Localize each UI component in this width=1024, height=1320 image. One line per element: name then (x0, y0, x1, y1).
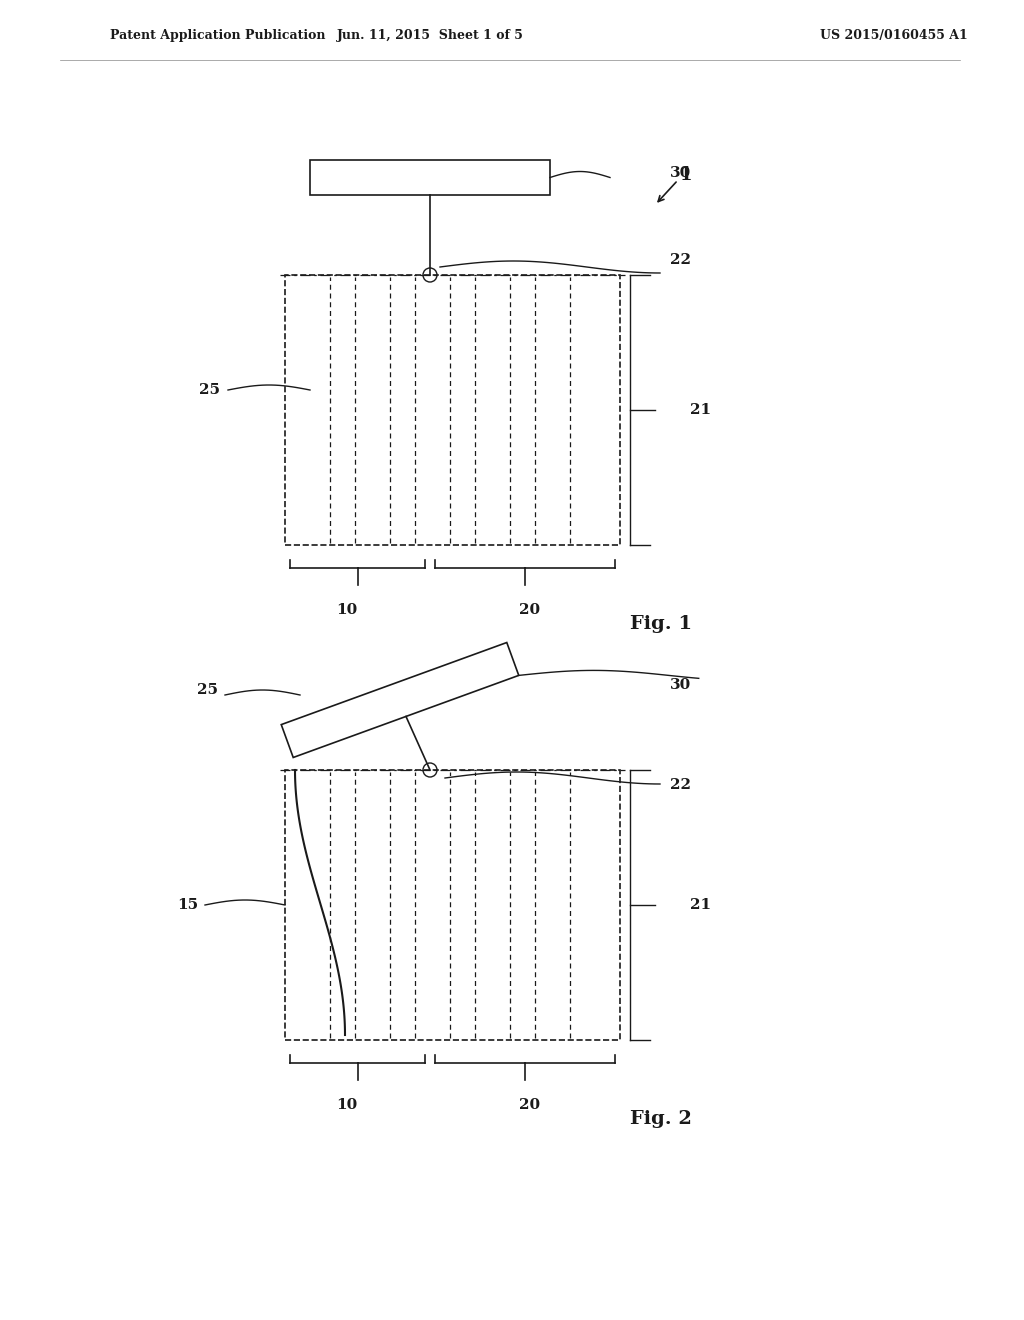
Bar (285, 770, 620, 1040)
Text: 10: 10 (336, 1098, 357, 1111)
Text: 30: 30 (670, 166, 691, 180)
Text: 1: 1 (680, 166, 692, 183)
Text: 15: 15 (177, 898, 198, 912)
Bar (310, 160, 550, 195)
Text: 22: 22 (670, 253, 691, 267)
Text: Jun. 11, 2015  Sheet 1 of 5: Jun. 11, 2015 Sheet 1 of 5 (337, 29, 523, 41)
Text: 25: 25 (199, 383, 220, 397)
Text: 10: 10 (336, 603, 357, 616)
Text: Fig. 1: Fig. 1 (630, 615, 692, 634)
Text: US 2015/0160455 A1: US 2015/0160455 A1 (820, 29, 968, 41)
Text: 20: 20 (519, 603, 541, 616)
Text: 22: 22 (670, 777, 691, 792)
Text: 21: 21 (690, 403, 711, 417)
Bar (285, 275, 620, 545)
Text: 21: 21 (690, 898, 711, 912)
Text: Patent Application Publication: Patent Application Publication (110, 29, 326, 41)
Text: 20: 20 (519, 1098, 541, 1111)
Text: 30: 30 (670, 678, 691, 692)
Text: 25: 25 (197, 682, 218, 697)
Text: Fig. 2: Fig. 2 (630, 1110, 692, 1129)
